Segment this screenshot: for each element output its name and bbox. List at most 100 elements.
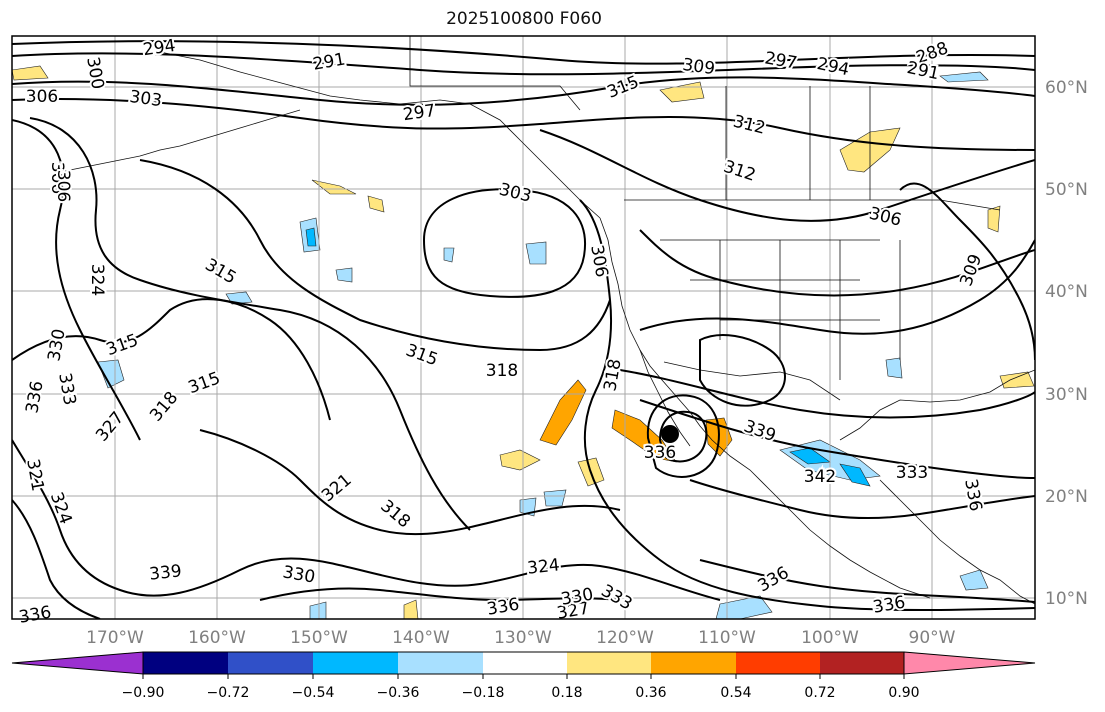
colorbar-segment (483, 652, 567, 674)
contour-line (539, 129, 1035, 222)
positive-anomaly-patch (499, 449, 541, 471)
contour-label: 306 (53, 170, 73, 202)
contour-line (12, 76, 1035, 106)
negative-anomaly-patch (443, 247, 455, 263)
contour-line (12, 40, 1035, 65)
contour-line (579, 199, 1035, 611)
negative-anomaly-patch (309, 601, 327, 619)
contour-label: 318 (600, 357, 625, 392)
us-mexico-border (663, 361, 841, 401)
us-canada-border (624, 199, 1001, 211)
lon-label: 160°W (188, 628, 246, 648)
contour-label: 342 (804, 467, 836, 487)
colorbar-tick-label: 0.54 (720, 685, 751, 701)
negative-anomaly-patch (885, 357, 903, 379)
contour-line (12, 52, 1035, 76)
colorbar-tick-label: 0.18 (551, 685, 582, 701)
lon-label: 150°W (290, 628, 348, 648)
lon-label: 110°W (698, 628, 756, 648)
colorbar-segment (398, 652, 483, 674)
lat-label: 20°N (1045, 487, 1088, 507)
colorbar-extend-low (11, 651, 144, 675)
contour-line (658, 410, 708, 463)
contour-line (899, 182, 1035, 361)
colorbar-tick-label: −0.90 (122, 685, 165, 701)
negative-anomaly-patch (543, 489, 567, 507)
colorbar-ticks (142, 674, 905, 679)
colorbar-tick-label: 0.90 (888, 685, 919, 701)
negative-anomaly-patch (305, 227, 317, 247)
contour-line (12, 439, 721, 601)
contour-line (646, 394, 720, 478)
latitude-labels: 60°N 50°N 40°N 30°N 20°N 10°N (1045, 78, 1088, 609)
contour-label: 306 (26, 87, 58, 107)
colorbar-segment (143, 652, 228, 674)
map-title: 2025100800 F060 (446, 9, 602, 29)
positive-anomaly-patch (403, 599, 419, 619)
lon-label: 130°W (494, 628, 552, 648)
lat-label: 30°N (1045, 385, 1088, 405)
lon-label: 90°W (909, 628, 956, 648)
theta-contours (12, 40, 1035, 619)
colorbar-tick-labels: −0.90 −0.72 −0.54 −0.36 −0.18 0.18 0.36 … (122, 685, 920, 701)
colorbar-tick-label: −0.36 (377, 685, 420, 701)
positive-anomaly-patch (367, 195, 385, 213)
contour-line (139, 159, 611, 352)
positive-anomaly-patch (539, 379, 587, 446)
lat-label: 60°N (1045, 78, 1088, 98)
positive-anomaly-patch (12, 65, 49, 81)
colorbar-segment (651, 652, 736, 674)
lat-label: 40°N (1045, 282, 1088, 302)
negative-anomaly-patch (525, 241, 547, 265)
contour-label: 336 (644, 443, 676, 463)
contour-line (12, 298, 331, 421)
lon-label: 170°W (86, 628, 144, 648)
contour-line (699, 334, 786, 407)
contour-label: 306 (47, 162, 67, 194)
aleutian-islands (59, 109, 301, 173)
contour-line (12, 97, 1035, 151)
contour-label: 336 (22, 379, 47, 414)
contour-label: 333 (896, 463, 928, 483)
colorbar-extend-high (903, 651, 1036, 675)
negative-anomaly-patch (939, 71, 989, 83)
positive-anomaly-patch (611, 409, 677, 463)
contour-line (619, 369, 1035, 419)
negative-anomaly-patch (335, 267, 353, 283)
colorbar-tick-label: 0.72 (804, 685, 835, 701)
negative-anomaly-patch (97, 359, 125, 389)
longitude-labels: 170°W 160°W 150°W 140°W 130°W 120°W 110°… (86, 628, 956, 648)
colorbar-tick-label: −0.18 (462, 685, 505, 701)
coastlines (59, 36, 1035, 605)
contour-label: 336 (17, 602, 52, 627)
colorbar-segment (567, 652, 651, 674)
cyclone-center (661, 425, 679, 443)
map-frame (11, 35, 1036, 620)
colorbar: −0.90 −0.72 −0.54 −0.36 −0.18 0.18 0.36 … (11, 651, 1036, 701)
colorbar-tick-label: −0.54 (292, 685, 335, 701)
colorbar-frame (142, 651, 905, 675)
contour-line (422, 188, 586, 298)
colorbar-segment (313, 652, 398, 674)
lon-label: 140°W (392, 628, 450, 648)
graticule (12, 36, 1035, 619)
lon-label: 120°W (596, 628, 654, 648)
colorbar-tick-label: 0.36 (635, 685, 666, 701)
contour-line (12, 119, 141, 441)
negative-anomaly-patch (839, 463, 871, 487)
contour-line (199, 429, 621, 536)
alaska-coast (159, 51, 601, 219)
lat-label: 10°N (1045, 589, 1088, 609)
north-america-west-coast (599, 217, 931, 599)
gulf-of-mexico-coast (839, 369, 1035, 441)
contour-label: 324 (526, 555, 560, 578)
contour-line (12, 499, 101, 619)
contour-line (639, 239, 1035, 335)
central-america-coast (879, 479, 1035, 605)
contour-line (689, 479, 1035, 520)
contour-label: 318 (486, 361, 518, 381)
colorbar-segment (820, 652, 904, 674)
colorbar-segment (228, 652, 313, 674)
contour-line (259, 587, 621, 602)
